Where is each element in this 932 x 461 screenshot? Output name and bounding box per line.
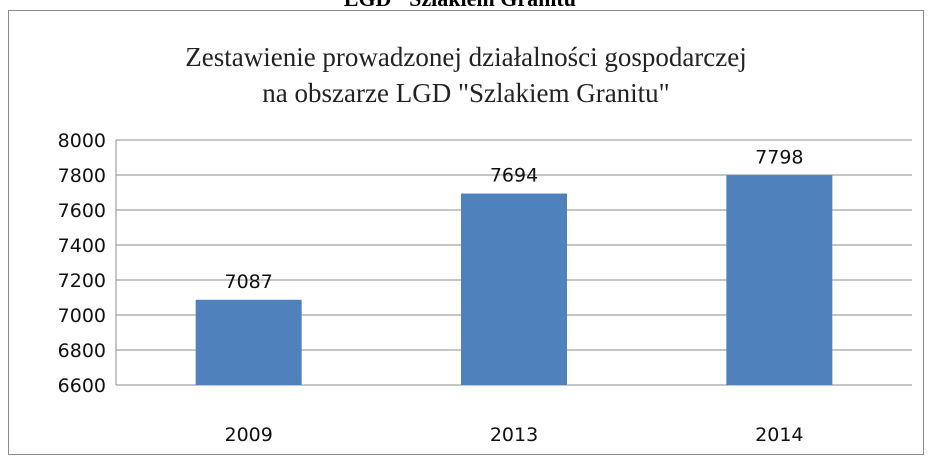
bar xyxy=(726,175,833,385)
chart-title-line-2: na obszarze LGD "Szlakiem Granitu" xyxy=(262,78,670,108)
bar xyxy=(195,299,302,385)
y-tick-label: 6600 xyxy=(58,375,106,397)
y-tick-label: 7600 xyxy=(58,200,106,222)
data-label: 7798 xyxy=(755,146,803,168)
y-tick-label: 7200 xyxy=(58,270,106,292)
y-tick-label: 7800 xyxy=(58,165,106,187)
data-label: 7087 xyxy=(224,271,272,293)
chart-title-line-1: Zestawienie prowadzonej działalności gos… xyxy=(185,42,747,72)
y-tick-label: 6800 xyxy=(58,340,106,362)
x-tick-label: 2009 xyxy=(224,424,272,446)
data-label: 7694 xyxy=(490,165,538,187)
y-tick-label: 7400 xyxy=(58,235,106,257)
x-tick-label: 2014 xyxy=(755,424,803,446)
y-tick-label: 7000 xyxy=(58,305,106,327)
top-caption: LGD "Szlakiem Granitu" xyxy=(0,0,932,12)
y-tick-label: 8000 xyxy=(58,130,106,152)
x-tick-label: 2013 xyxy=(490,424,538,446)
bar xyxy=(461,193,567,385)
